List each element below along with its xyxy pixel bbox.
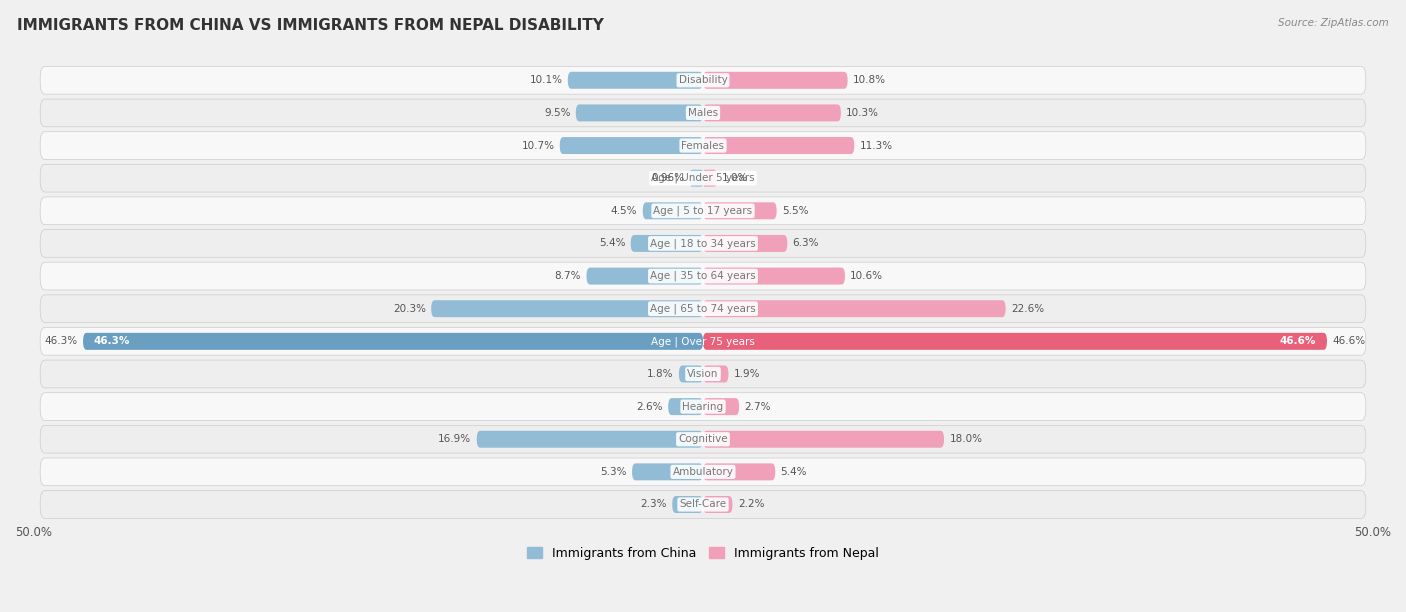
Text: IMMIGRANTS FROM CHINA VS IMMIGRANTS FROM NEPAL DISABILITY: IMMIGRANTS FROM CHINA VS IMMIGRANTS FROM… [17, 18, 603, 34]
FancyBboxPatch shape [703, 398, 740, 415]
Text: 1.8%: 1.8% [647, 369, 673, 379]
Text: 0.96%: 0.96% [652, 173, 685, 183]
FancyBboxPatch shape [643, 203, 703, 219]
Text: Cognitive: Cognitive [678, 435, 728, 444]
FancyBboxPatch shape [703, 267, 845, 285]
FancyBboxPatch shape [41, 132, 1365, 159]
Text: 18.0%: 18.0% [949, 435, 983, 444]
Text: 4.5%: 4.5% [610, 206, 637, 216]
FancyBboxPatch shape [703, 137, 855, 154]
FancyBboxPatch shape [41, 262, 1365, 290]
Text: 2.3%: 2.3% [640, 499, 666, 510]
FancyBboxPatch shape [41, 491, 1365, 518]
Text: 46.6%: 46.6% [1279, 337, 1316, 346]
Text: 46.6%: 46.6% [1333, 337, 1365, 346]
FancyBboxPatch shape [41, 67, 1365, 94]
Text: 20.3%: 20.3% [392, 304, 426, 314]
Text: 5.4%: 5.4% [599, 239, 626, 248]
Text: Disability: Disability [679, 75, 727, 85]
FancyBboxPatch shape [703, 203, 776, 219]
Text: Age | 65 to 74 years: Age | 65 to 74 years [650, 304, 756, 314]
FancyBboxPatch shape [672, 496, 703, 513]
Text: 5.3%: 5.3% [600, 467, 627, 477]
FancyBboxPatch shape [703, 365, 728, 382]
FancyBboxPatch shape [703, 300, 1005, 317]
Text: 46.3%: 46.3% [45, 337, 77, 346]
Text: Hearing: Hearing [682, 401, 724, 412]
FancyBboxPatch shape [41, 360, 1365, 388]
Text: 5.5%: 5.5% [782, 206, 808, 216]
FancyBboxPatch shape [703, 170, 717, 187]
FancyBboxPatch shape [41, 393, 1365, 420]
Text: Age | Over 75 years: Age | Over 75 years [651, 336, 755, 346]
Text: 2.7%: 2.7% [745, 401, 770, 412]
FancyBboxPatch shape [703, 496, 733, 513]
FancyBboxPatch shape [41, 197, 1365, 225]
FancyBboxPatch shape [633, 463, 703, 480]
FancyBboxPatch shape [703, 333, 1327, 350]
Text: 1.9%: 1.9% [734, 369, 761, 379]
FancyBboxPatch shape [690, 170, 703, 187]
FancyBboxPatch shape [668, 398, 703, 415]
FancyBboxPatch shape [83, 333, 703, 350]
Text: 1.0%: 1.0% [721, 173, 748, 183]
Text: 16.9%: 16.9% [439, 435, 471, 444]
Text: Ambulatory: Ambulatory [672, 467, 734, 477]
Text: Vision: Vision [688, 369, 718, 379]
FancyBboxPatch shape [586, 267, 703, 285]
FancyBboxPatch shape [568, 72, 703, 89]
Text: Females: Females [682, 141, 724, 151]
FancyBboxPatch shape [41, 99, 1365, 127]
FancyBboxPatch shape [631, 235, 703, 252]
FancyBboxPatch shape [560, 137, 703, 154]
FancyBboxPatch shape [703, 463, 775, 480]
Text: 10.7%: 10.7% [522, 141, 554, 151]
FancyBboxPatch shape [576, 105, 703, 121]
FancyBboxPatch shape [41, 295, 1365, 323]
Text: 2.6%: 2.6% [637, 401, 662, 412]
FancyBboxPatch shape [41, 425, 1365, 453]
Text: 10.6%: 10.6% [851, 271, 883, 281]
Text: 10.3%: 10.3% [846, 108, 879, 118]
FancyBboxPatch shape [703, 235, 787, 252]
FancyBboxPatch shape [41, 230, 1365, 257]
Text: Age | Under 5 years: Age | Under 5 years [651, 173, 755, 184]
FancyBboxPatch shape [41, 327, 1365, 355]
FancyBboxPatch shape [477, 431, 703, 448]
Text: 10.1%: 10.1% [530, 75, 562, 85]
FancyBboxPatch shape [41, 458, 1365, 486]
Text: Self-Care: Self-Care [679, 499, 727, 510]
FancyBboxPatch shape [703, 105, 841, 121]
Text: 11.3%: 11.3% [859, 141, 893, 151]
FancyBboxPatch shape [41, 164, 1365, 192]
Text: 9.5%: 9.5% [544, 108, 571, 118]
FancyBboxPatch shape [432, 300, 703, 317]
Text: 6.3%: 6.3% [793, 239, 820, 248]
FancyBboxPatch shape [703, 72, 848, 89]
Text: Males: Males [688, 108, 718, 118]
Text: 2.2%: 2.2% [738, 499, 765, 510]
Legend: Immigrants from China, Immigrants from Nepal: Immigrants from China, Immigrants from N… [522, 542, 884, 565]
Text: Age | 35 to 64 years: Age | 35 to 64 years [650, 271, 756, 282]
FancyBboxPatch shape [679, 365, 703, 382]
Text: Source: ZipAtlas.com: Source: ZipAtlas.com [1278, 18, 1389, 28]
Text: Age | 5 to 17 years: Age | 5 to 17 years [654, 206, 752, 216]
Text: 8.7%: 8.7% [554, 271, 581, 281]
Text: 5.4%: 5.4% [780, 467, 807, 477]
Text: 10.8%: 10.8% [853, 75, 886, 85]
Text: 22.6%: 22.6% [1011, 304, 1045, 314]
FancyBboxPatch shape [703, 431, 943, 448]
Text: 46.3%: 46.3% [94, 337, 131, 346]
Text: Age | 18 to 34 years: Age | 18 to 34 years [650, 238, 756, 248]
